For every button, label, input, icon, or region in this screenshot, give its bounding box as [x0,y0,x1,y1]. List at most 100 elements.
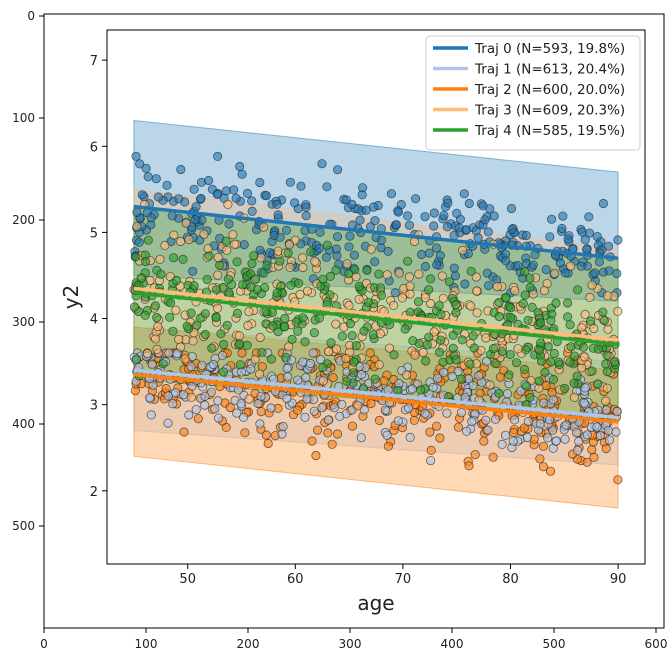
point-traj-1 [282,363,292,374]
point-traj-2 [312,425,323,435]
point-traj-3 [414,269,424,279]
point-traj-0 [221,186,231,196]
point-traj-3 [223,199,233,209]
point-traj-3 [466,301,476,311]
point-traj-2 [613,475,623,485]
point-traj-1 [601,405,612,415]
point-traj-4 [569,378,579,388]
point-traj-1 [191,404,201,415]
point-traj-3 [579,352,590,362]
point-traj-1 [456,408,466,418]
point-traj-1 [283,372,293,382]
outer-x-axis: 0 100 200 300 400 500 600 [40,628,667,651]
point-traj-3 [384,343,395,353]
point-traj-3 [354,294,364,304]
point-traj-4 [216,329,226,339]
point-traj-4 [223,274,233,284]
point-traj-4 [195,313,205,323]
point-traj-0 [410,194,421,204]
point-traj-3 [142,348,152,359]
point-traj-1 [420,408,430,418]
point-traj-1 [164,348,174,358]
point-traj-1 [497,439,507,449]
point-traj-3 [213,253,223,263]
point-traj-4 [215,260,225,270]
point-traj-0 [167,211,177,221]
point-traj-4 [171,275,182,286]
point-traj-4 [469,343,479,353]
legend-label: Traj 2 (N=600, 20.0%) [474,82,625,98]
point-traj-4 [140,310,150,320]
point-traj-1 [474,371,484,381]
point-traj-1 [277,429,287,439]
point-traj-0 [196,193,206,204]
point-traj-4 [565,320,575,330]
point-traj-3 [602,383,612,393]
point-traj-4 [389,350,399,360]
point-traj-4 [281,352,291,362]
point-traj-1 [293,375,303,385]
outer-x-tick-label: 100 [135,637,158,651]
point-traj-0 [580,235,590,245]
point-traj-2 [587,444,597,455]
point-traj-3 [250,354,260,365]
point-traj-0 [483,227,493,237]
point-traj-1 [197,360,207,370]
point-traj-4 [504,370,514,380]
point-traj-3 [199,229,209,239]
y-tick-label: 4 [90,313,98,328]
point-traj-2 [240,428,250,438]
point-traj-3 [580,309,590,319]
point-traj-0 [383,246,393,256]
point-traj-3 [374,360,384,370]
point-traj-0 [594,257,605,267]
point-traj-3 [160,240,170,250]
point-traj-4 [326,338,336,348]
point-traj-4 [242,340,252,350]
point-traj-2 [464,461,474,471]
point-traj-1 [447,371,457,382]
legend-label: Traj 4 (N=585, 19.5%) [474,123,625,139]
point-traj-0 [332,165,343,175]
point-traj-3 [418,347,428,358]
point-traj-4 [168,326,178,336]
point-traj-3 [212,303,223,313]
point-traj-0 [528,260,538,270]
point-traj-2 [374,415,384,425]
point-traj-2 [582,457,592,467]
point-traj-4 [354,281,364,292]
point-traj-4 [451,308,461,318]
point-traj-4 [300,337,310,347]
point-traj-2 [332,429,343,439]
point-traj-4 [247,258,257,269]
point-traj-4 [337,331,347,341]
point-traj-0 [420,212,430,222]
point-traj-4 [232,308,243,318]
point-traj-1 [490,414,501,424]
point-traj-1 [184,410,194,420]
plot-frame [106,29,646,565]
legend-label: Traj 1 (N=613, 20.4%) [474,62,625,78]
mean-line-traj-0 [133,204,619,260]
point-traj-4 [275,256,285,266]
point-traj-0 [501,256,511,266]
point-traj-4 [393,385,403,396]
point-traj-3 [258,222,269,232]
point-traj-4 [293,326,303,336]
point-traj-4 [521,381,532,391]
point-traj-1 [179,390,189,400]
point-traj-0 [301,202,311,212]
point-traj-2 [261,430,271,440]
x-tick-label: 80 [502,572,519,587]
point-traj-4 [601,359,611,369]
point-traj-4 [152,312,162,323]
point-traj-4 [207,343,217,353]
point-traj-1 [432,373,443,383]
point-traj-0 [560,268,570,278]
point-traj-3 [186,392,196,402]
point-traj-0 [464,198,474,209]
point-traj-0 [237,169,247,179]
point-traj-3 [397,293,407,303]
point-traj-1 [337,399,347,409]
